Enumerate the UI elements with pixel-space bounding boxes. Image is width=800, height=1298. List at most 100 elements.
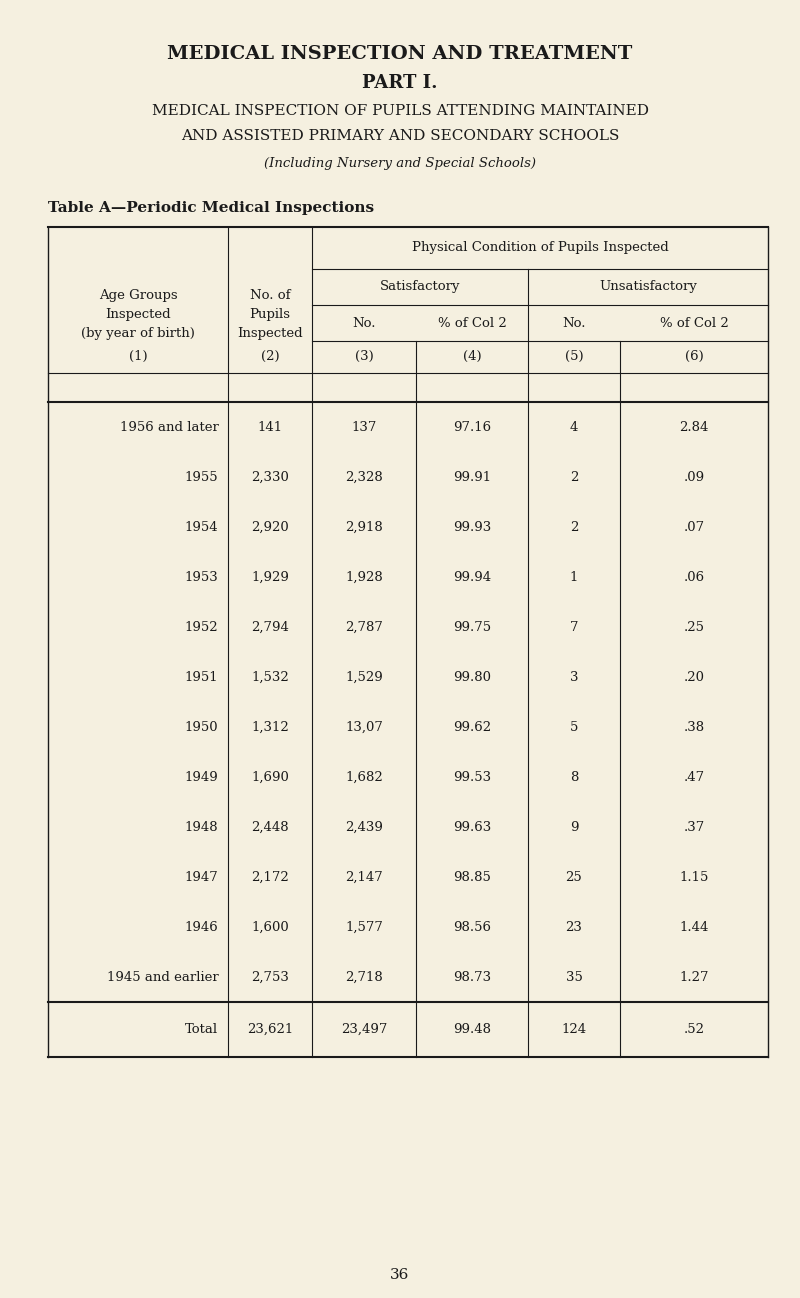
Text: 1.15: 1.15 xyxy=(679,871,709,884)
Text: (6): (6) xyxy=(685,350,703,363)
Text: 36: 36 xyxy=(390,1268,410,1281)
Text: 98.56: 98.56 xyxy=(453,920,491,933)
Text: .20: .20 xyxy=(683,671,705,684)
Text: 1,577: 1,577 xyxy=(345,920,383,933)
Text: 2,787: 2,787 xyxy=(345,620,383,633)
Text: (3): (3) xyxy=(354,350,374,363)
Text: 7: 7 xyxy=(570,620,578,633)
Text: .25: .25 xyxy=(683,620,705,633)
Text: 2,753: 2,753 xyxy=(251,971,289,984)
Text: 1.27: 1.27 xyxy=(679,971,709,984)
Text: 1947: 1947 xyxy=(185,871,218,884)
Text: 99.62: 99.62 xyxy=(453,720,491,733)
Text: 99.63: 99.63 xyxy=(453,820,491,833)
Text: 5: 5 xyxy=(570,720,578,733)
Text: 2,147: 2,147 xyxy=(345,871,383,884)
Text: 1950: 1950 xyxy=(185,720,218,733)
Text: 2,794: 2,794 xyxy=(251,620,289,633)
Text: .38: .38 xyxy=(683,720,705,733)
Text: 1,600: 1,600 xyxy=(251,920,289,933)
Text: 9: 9 xyxy=(570,820,578,833)
Text: 2,448: 2,448 xyxy=(251,820,289,833)
Text: 1,532: 1,532 xyxy=(251,671,289,684)
Text: % of Col 2: % of Col 2 xyxy=(660,317,728,330)
Text: 2,330: 2,330 xyxy=(251,471,289,484)
Text: 23,621: 23,621 xyxy=(247,1023,293,1036)
Text: 97.16: 97.16 xyxy=(453,421,491,434)
Text: No.: No. xyxy=(562,317,586,330)
Text: 2,172: 2,172 xyxy=(251,871,289,884)
Text: 1.44: 1.44 xyxy=(679,920,709,933)
Text: 25: 25 xyxy=(566,871,582,884)
Text: 1,690: 1,690 xyxy=(251,771,289,784)
Text: 1953: 1953 xyxy=(185,571,218,584)
Text: 2,328: 2,328 xyxy=(345,471,383,484)
Text: Age Groups
Inspected
(by year of birth): Age Groups Inspected (by year of birth) xyxy=(81,289,195,340)
Text: % of Col 2: % of Col 2 xyxy=(438,317,506,330)
Text: 1948: 1948 xyxy=(185,820,218,833)
Text: .37: .37 xyxy=(683,820,705,833)
Text: 2.84: 2.84 xyxy=(679,421,709,434)
Text: .09: .09 xyxy=(683,471,705,484)
Text: 2,920: 2,920 xyxy=(251,520,289,533)
Text: 1946: 1946 xyxy=(185,920,218,933)
Text: 1,682: 1,682 xyxy=(345,771,383,784)
Text: 2,718: 2,718 xyxy=(345,971,383,984)
Text: 99.80: 99.80 xyxy=(453,671,491,684)
Text: 98.73: 98.73 xyxy=(453,971,491,984)
Text: 141: 141 xyxy=(258,421,282,434)
Text: 2,439: 2,439 xyxy=(345,820,383,833)
Text: 99.75: 99.75 xyxy=(453,620,491,633)
Text: 23: 23 xyxy=(566,920,582,933)
Text: 13,07: 13,07 xyxy=(345,720,383,733)
Text: 98.85: 98.85 xyxy=(453,871,491,884)
Text: 1954: 1954 xyxy=(185,520,218,533)
Text: No. of
Pupils
Inspected: No. of Pupils Inspected xyxy=(237,289,303,340)
Text: 1,529: 1,529 xyxy=(345,671,383,684)
Text: 35: 35 xyxy=(566,971,582,984)
Text: 99.93: 99.93 xyxy=(453,520,491,533)
Text: (1): (1) xyxy=(129,350,147,363)
Text: 99.48: 99.48 xyxy=(453,1023,491,1036)
Text: .07: .07 xyxy=(683,520,705,533)
Text: 4: 4 xyxy=(570,421,578,434)
Text: 1952: 1952 xyxy=(185,620,218,633)
Text: 2: 2 xyxy=(570,520,578,533)
Text: 1,929: 1,929 xyxy=(251,571,289,584)
Text: .06: .06 xyxy=(683,571,705,584)
Text: Total: Total xyxy=(186,1023,218,1036)
Text: No.: No. xyxy=(352,317,376,330)
Text: Unsatisfactory: Unsatisfactory xyxy=(599,280,697,293)
Text: 1956 and later: 1956 and later xyxy=(119,421,218,434)
Text: AND ASSISTED PRIMARY AND SECONDARY SCHOOLS: AND ASSISTED PRIMARY AND SECONDARY SCHOO… xyxy=(181,129,619,143)
Text: MEDICAL INSPECTION OF PUPILS ATTENDING MAINTAINED: MEDICAL INSPECTION OF PUPILS ATTENDING M… xyxy=(151,104,649,118)
Text: 99.94: 99.94 xyxy=(453,571,491,584)
Text: 1,928: 1,928 xyxy=(345,571,383,584)
Text: MEDICAL INSPECTION AND TREATMENT: MEDICAL INSPECTION AND TREATMENT xyxy=(167,45,633,64)
Text: 8: 8 xyxy=(570,771,578,784)
Text: 2: 2 xyxy=(570,471,578,484)
Text: PART I.: PART I. xyxy=(362,74,438,92)
Text: 1,312: 1,312 xyxy=(251,720,289,733)
Text: 1945 and earlier: 1945 and earlier xyxy=(106,971,218,984)
Text: .47: .47 xyxy=(683,771,705,784)
Text: 3: 3 xyxy=(570,671,578,684)
Text: .52: .52 xyxy=(683,1023,705,1036)
Text: 137: 137 xyxy=(351,421,377,434)
Text: Physical Condition of Pupils Inspected: Physical Condition of Pupils Inspected xyxy=(412,241,668,254)
Text: 2,918: 2,918 xyxy=(345,520,383,533)
Text: 1955: 1955 xyxy=(185,471,218,484)
Text: (4): (4) xyxy=(462,350,482,363)
Text: 1: 1 xyxy=(570,571,578,584)
Text: 124: 124 xyxy=(562,1023,586,1036)
Text: (Including Nursery and Special Schools): (Including Nursery and Special Schools) xyxy=(264,157,536,170)
Text: Table A—Periodic Medical Inspections: Table A—Periodic Medical Inspections xyxy=(48,201,374,215)
Text: Satisfactory: Satisfactory xyxy=(380,280,460,293)
Text: 23,497: 23,497 xyxy=(341,1023,387,1036)
Text: (5): (5) xyxy=(565,350,583,363)
Text: 99.91: 99.91 xyxy=(453,471,491,484)
Text: (2): (2) xyxy=(261,350,279,363)
Text: 99.53: 99.53 xyxy=(453,771,491,784)
Text: 1951: 1951 xyxy=(185,671,218,684)
Text: 1949: 1949 xyxy=(185,771,218,784)
